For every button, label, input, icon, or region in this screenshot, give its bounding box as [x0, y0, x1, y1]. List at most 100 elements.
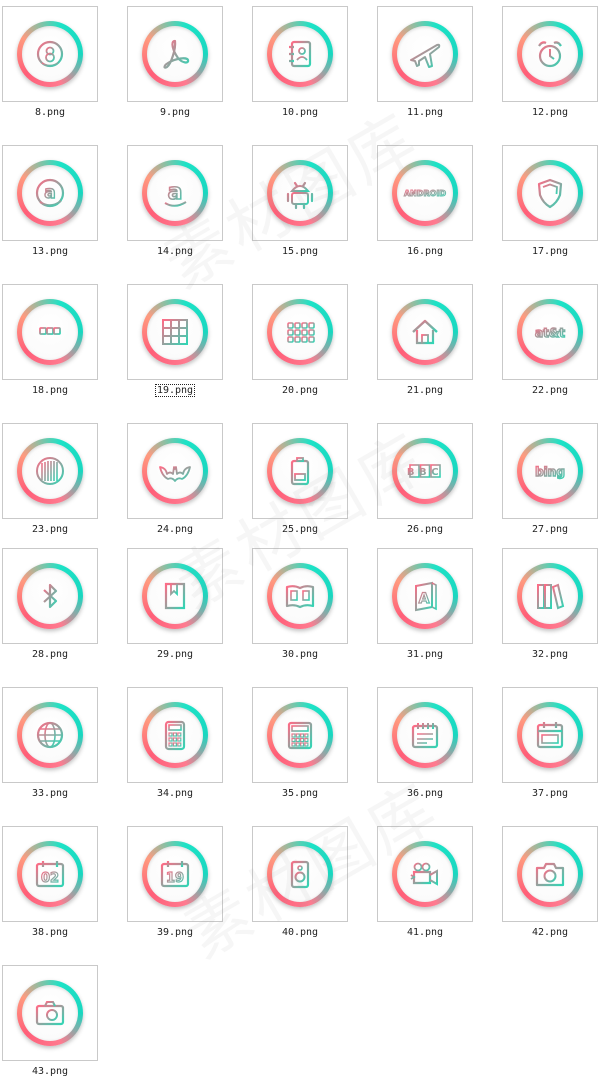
file-thumbnail[interactable]: BBC	[377, 423, 473, 519]
file-thumbnail[interactable]: a	[2, 145, 98, 241]
file-name-text: 25.png	[281, 524, 319, 535]
file-thumbnail[interactable]	[502, 826, 598, 922]
file-thumbnail[interactable]: 19	[127, 826, 223, 922]
file-name-label[interactable]: 28.png	[2, 649, 98, 661]
file-thumbnail[interactable]	[2, 687, 98, 783]
file-name-label[interactable]: 35.png	[252, 788, 348, 800]
file-name-label[interactable]: 38.png	[2, 927, 98, 939]
file-thumbnail[interactable]: ANDROID	[377, 145, 473, 241]
icon-ring	[517, 841, 583, 907]
file-thumbnail[interactable]: 02	[2, 826, 98, 922]
file-thumbnail[interactable]	[252, 145, 348, 241]
file-thumbnail[interactable]	[252, 548, 348, 644]
file-name-label[interactable]: 25.png	[252, 524, 348, 536]
file-thumbnail[interactable]	[2, 548, 98, 644]
camera-icon	[523, 847, 577, 901]
file-name-label[interactable]: 33.png	[2, 788, 98, 800]
icon-wordmark-text: 02	[41, 871, 59, 886]
file-thumbnail[interactable]	[127, 687, 223, 783]
file-name-label[interactable]: 10.png	[252, 107, 348, 119]
amazon-a-icon: a	[148, 166, 202, 220]
icon-ring	[517, 299, 583, 365]
file-thumbnail[interactable]	[127, 423, 223, 519]
icon-ring	[142, 841, 208, 907]
file-name-text: 16.png	[406, 246, 444, 257]
file-thumbnail[interactable]	[127, 284, 223, 380]
file-name-label[interactable]: 11.png	[377, 107, 473, 119]
file-name-label[interactable]: 17.png	[502, 246, 598, 258]
file-name-text: 34.png	[156, 788, 194, 799]
file-thumbnail[interactable]: bing	[502, 423, 598, 519]
file-thumbnail[interactable]	[377, 687, 473, 783]
file-name-label[interactable]: 14.png	[127, 246, 223, 258]
file-thumbnail[interactable]	[502, 145, 598, 241]
file-thumbnail[interactable]	[127, 6, 223, 102]
bluetooth-icon	[23, 569, 77, 623]
file-name-label[interactable]: 36.png	[377, 788, 473, 800]
file-name-label[interactable]: 34.png	[127, 788, 223, 800]
home-icon	[398, 305, 452, 359]
file-thumbnail[interactable]	[252, 826, 348, 922]
file-thumbnail[interactable]	[252, 423, 348, 519]
file-thumbnail[interactable]	[502, 6, 598, 102]
file-name-label[interactable]: 13.png	[2, 246, 98, 258]
icon-ring	[142, 438, 208, 504]
file-name-label[interactable]: 30.png	[252, 649, 348, 661]
file-name-label[interactable]: 27.png	[502, 524, 598, 536]
file-name-label[interactable]: 37.png	[502, 788, 598, 800]
file-thumbnail[interactable]	[2, 965, 98, 1061]
icon-ring	[392, 21, 458, 87]
file-thumbnail[interactable]: a	[127, 145, 223, 241]
file-name-label[interactable]: 41.png	[377, 927, 473, 939]
file-thumbnail[interactable]: A	[377, 548, 473, 644]
file-thumbnail[interactable]	[502, 687, 598, 783]
file-name-label[interactable]: 24.png	[127, 524, 223, 536]
file-name-label[interactable]: 16.png	[377, 246, 473, 258]
file-thumbnail[interactable]	[377, 826, 473, 922]
file-name-label[interactable]: 9.png	[127, 107, 223, 119]
file-name-label[interactable]: 31.png	[377, 649, 473, 661]
file-name-text: 42.png	[531, 927, 569, 938]
file-thumbnail[interactable]	[252, 284, 348, 380]
camera-alt-icon	[23, 986, 77, 1040]
file-thumbnail[interactable]	[127, 548, 223, 644]
file-name-label[interactable]: 26.png	[377, 524, 473, 536]
books-shelf-icon	[523, 569, 577, 623]
file-thumbnail[interactable]	[252, 6, 348, 102]
file-name-label[interactable]: 29.png	[127, 649, 223, 661]
file-name-text: 36.png	[406, 788, 444, 799]
file-name-label[interactable]: 20.png	[252, 385, 348, 397]
calendar-icon	[523, 708, 577, 762]
file-name-text: 20.png	[281, 385, 319, 396]
amazon-circle-icon: a	[23, 166, 77, 220]
file-name-label[interactable]: 23.png	[2, 524, 98, 536]
file-thumbnail[interactable]	[2, 284, 98, 380]
file-name-label[interactable]: 39.png	[127, 927, 223, 939]
file-name-label[interactable]: 12.png	[502, 107, 598, 119]
file-thumbnail[interactable]: at&t	[502, 284, 598, 380]
icon-ring	[517, 160, 583, 226]
open-book-icon	[273, 569, 327, 623]
file-name-label[interactable]: 32.png	[502, 649, 598, 661]
file-thumbnail[interactable]	[2, 423, 98, 519]
file-name-text: 30.png	[281, 649, 319, 660]
file-thumbnail[interactable]	[2, 6, 98, 102]
file-thumbnail[interactable]	[252, 687, 348, 783]
svg-text:a: a	[168, 180, 183, 205]
file-thumbnail[interactable]	[502, 548, 598, 644]
file-thumbnail[interactable]	[377, 6, 473, 102]
file-name-text: 43.png	[31, 1066, 69, 1077]
icon-ring	[517, 21, 583, 87]
file-name-label[interactable]: 21.png	[377, 385, 473, 397]
bbc-wordmark-icon: BBC	[398, 444, 452, 498]
file-name-label[interactable]: 19.png	[127, 384, 223, 397]
file-name-label[interactable]: 40.png	[252, 927, 348, 939]
file-name-label[interactable]: 42.png	[502, 927, 598, 939]
file-name-label[interactable]: 8.png	[2, 107, 98, 119]
file-name-label[interactable]: 18.png	[2, 385, 98, 397]
file-name-label[interactable]: 43.png	[2, 1066, 98, 1078]
acrobat-icon	[148, 27, 202, 81]
file-thumbnail[interactable]	[377, 284, 473, 380]
file-name-label[interactable]: 15.png	[252, 246, 348, 258]
file-name-label[interactable]: 22.png	[502, 385, 598, 397]
